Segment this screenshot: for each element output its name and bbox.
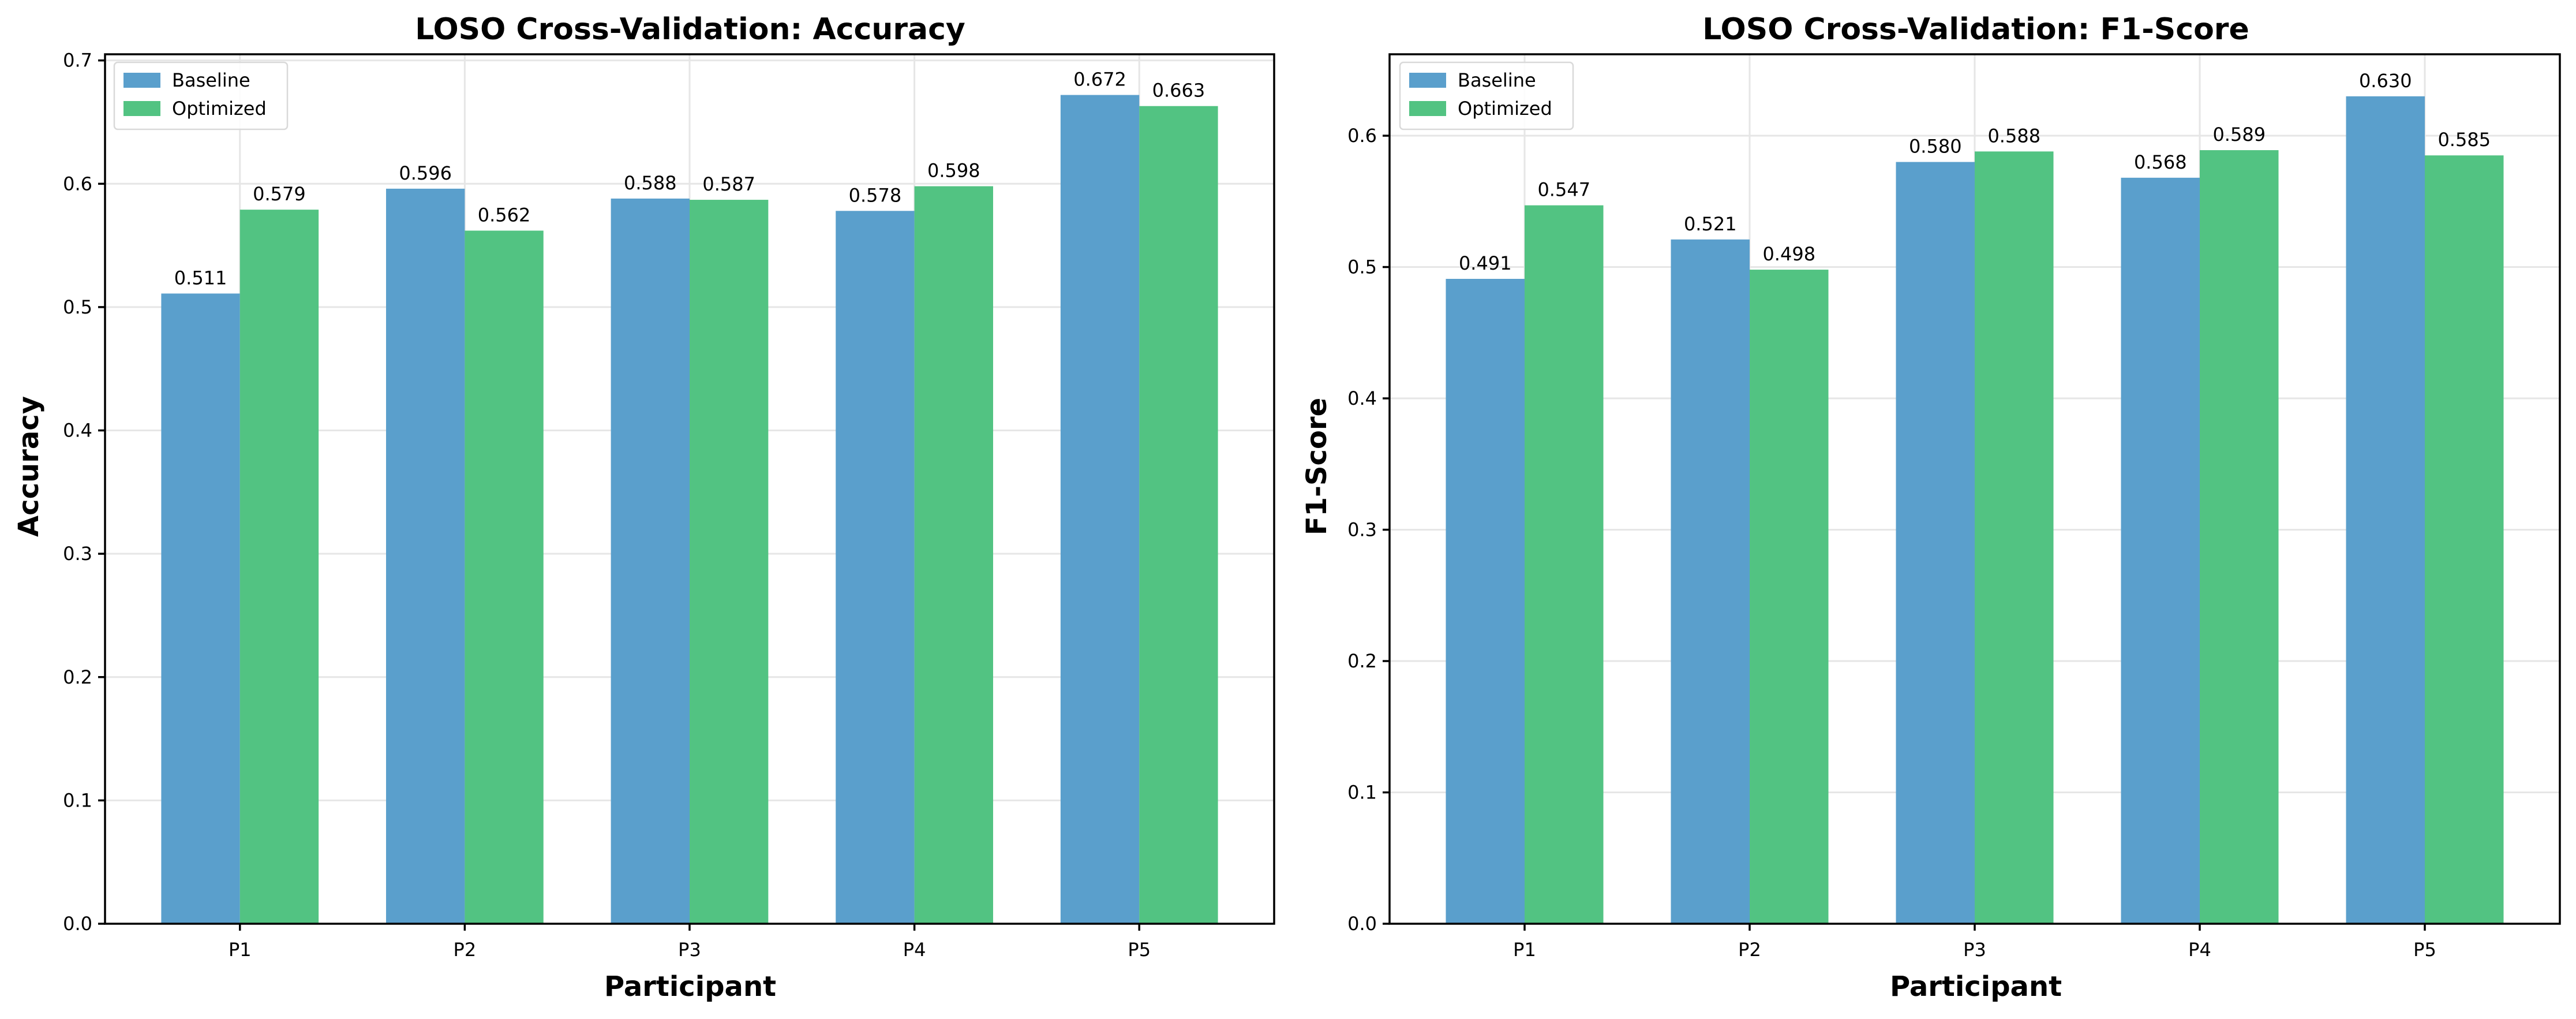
legend-swatch-baseline — [1409, 73, 1446, 88]
y-tick-label: 0.4 — [1347, 387, 1377, 409]
data-label: 0.547 — [1537, 179, 1590, 201]
x-tick-label-p3: P3 — [1963, 939, 1986, 961]
bar-baseline-p2 — [1671, 239, 1750, 924]
bar-baseline-p2 — [386, 188, 465, 924]
y-tick-label: 0.5 — [63, 296, 92, 318]
y-axis-label: F1-Score — [1301, 398, 1333, 535]
x-axis-label: Participant — [1890, 971, 2062, 1003]
bar-optimized-p3 — [690, 200, 769, 924]
bar-optimized-p3 — [1975, 151, 2054, 924]
bar-optimized-p1 — [1525, 205, 1604, 924]
y-tick-label: 0.2 — [63, 666, 92, 688]
f1-score-chart: LOSO Cross-Validation: F1-Score 0.491 0.5… — [1301, 12, 2561, 1003]
axes: 0.0 0.1 0.2 0.3 0.4 0.5 0.6 0.7 P1 P2 P3 P4 P5 — [63, 50, 1275, 961]
y-tick-label: 0.1 — [63, 789, 92, 811]
x-tick-label-p2: P2 — [1738, 939, 1761, 961]
data-label: 0.521 — [1684, 213, 1737, 235]
data-label: 0.511 — [174, 267, 227, 289]
y-tick-label: 0.0 — [1347, 913, 1377, 935]
bar-baseline-p1 — [161, 293, 240, 924]
data-label: 0.587 — [702, 173, 755, 195]
data-label: 0.578 — [849, 184, 902, 206]
legend: Baseline Optimized — [113, 61, 289, 130]
data-label: 0.589 — [2212, 124, 2266, 145]
data-label: 0.598 — [927, 160, 980, 182]
y-tick-label: 0.6 — [63, 173, 92, 195]
data-label: 0.588 — [1987, 125, 2040, 147]
data-label: 0.498 — [1762, 243, 1815, 265]
legend: Baseline Optimized — [1399, 61, 1574, 130]
bar-optimized-p2 — [465, 230, 544, 924]
bar-optimized-p5 — [1139, 106, 1218, 924]
bar-baseline-p3 — [611, 198, 690, 924]
data-label: 0.588 — [624, 172, 677, 194]
data-label: 0.491 — [1459, 252, 1512, 274]
y-tick-label: 0.0 — [63, 913, 92, 935]
x-tick-label-p5: P5 — [2413, 939, 2436, 961]
x-tick-label-p4: P4 — [903, 939, 926, 961]
chart-title: LOSO Cross-Validation: F1-Score — [1702, 12, 2249, 47]
accuracy-chart: LOSO Cross-Validation: Accuracy 0.5110.5… — [13, 12, 1275, 1003]
plot-frame — [1388, 53, 2561, 925]
data-label: 0.579 — [253, 183, 306, 205]
legend-label-baseline: Baseline — [172, 69, 250, 91]
data-label: 0.568 — [2134, 151, 2187, 173]
legend-label-optimized: Optimized — [172, 98, 267, 120]
y-axis-label: Accuracy — [13, 396, 45, 537]
data-label: 0.672 — [1073, 68, 1126, 90]
x-tick-label-p1: P1 — [229, 939, 252, 961]
bars — [161, 95, 1218, 924]
x-tick-label-p1: P1 — [1513, 939, 1536, 961]
x-tick-label-p2: P2 — [454, 939, 477, 961]
y-tick-label: 0.1 — [1347, 782, 1377, 804]
legend-label-optimized: Optimized — [1458, 98, 1552, 120]
data-label: 0.596 — [399, 162, 452, 184]
data-label: 0.562 — [478, 204, 531, 226]
y-tick-label: 0.3 — [1347, 519, 1377, 541]
bar-baseline-p5 — [2346, 96, 2425, 924]
bar-optimized-p5 — [2425, 155, 2504, 924]
legend-swatch-baseline — [123, 73, 160, 88]
x-tick-label-p4: P4 — [2188, 939, 2211, 961]
legend-label-baseline: Baseline — [1458, 69, 1536, 91]
y-tick-label: 0.6 — [1347, 125, 1377, 147]
axes: 0.0 0.1 0.2 0.3 0.4 0.5 0.6 P1 P2 P3 P4 P5 — [1347, 53, 2561, 961]
bar-baseline-p5 — [1060, 95, 1140, 924]
legend-swatch-optimized — [1409, 101, 1446, 116]
data-label: 0.580 — [1909, 136, 1962, 158]
bar-optimized-p4 — [2200, 150, 2279, 924]
bar-baseline-p3 — [1896, 162, 1975, 924]
bars — [1446, 96, 2504, 924]
bar-optimized-p1 — [239, 210, 319, 924]
bar-baseline-p4 — [836, 211, 915, 924]
bar-optimized-p4 — [914, 186, 993, 924]
x-axis-label: Participant — [604, 971, 776, 1003]
data-label: 0.663 — [1152, 80, 1205, 102]
y-tick-label: 0.4 — [63, 420, 92, 442]
legend-swatch-optimized — [123, 101, 160, 116]
chart-title: LOSO Cross-Validation: Accuracy — [415, 12, 965, 47]
bar-optimized-p2 — [1750, 270, 1829, 924]
y-tick-label: 0.2 — [1347, 650, 1377, 672]
data-labels: 0.511 0.596 0.588 0.578 0.672 0.579 0.562 0.587… — [174, 68, 1205, 289]
y-tick-label: 0.3 — [63, 543, 92, 565]
data-labels: 0.491 0.521 0.580 0.568 0.630 0.547 0.498 0.588… — [1459, 70, 2491, 274]
plot-frame — [104, 53, 1275, 925]
data-label: 0.585 — [2438, 129, 2491, 151]
x-tick-label-p3: P3 — [678, 939, 701, 961]
y-tick-label: 0.7 — [63, 50, 92, 72]
bar-baseline-p4 — [2121, 177, 2200, 924]
bar-baseline-p1 — [1446, 279, 1525, 924]
data-label: 0.630 — [2359, 70, 2412, 92]
y-tick-label: 0.5 — [1347, 256, 1377, 278]
x-tick-label-p5: P5 — [1128, 939, 1151, 961]
